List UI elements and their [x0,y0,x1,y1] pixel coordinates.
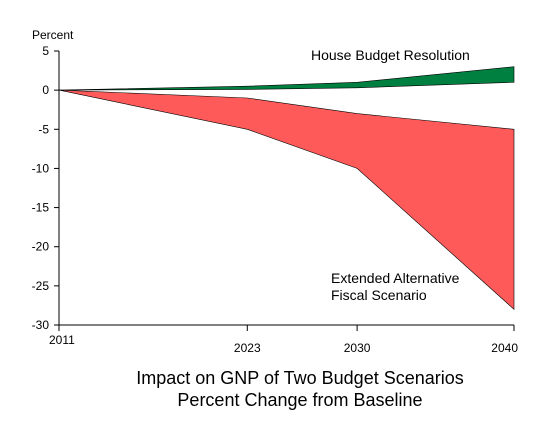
y-tick-label-7: -30 [32,318,50,332]
chart-title: Impact on GNP of Two Budget ScenariosPer… [136,368,464,410]
y-axis-label: Percent [32,28,74,42]
y-tick-label-3: -10 [32,161,50,175]
x-tick-label-3: 2040 [491,341,518,355]
annotation-extended-alternative-line-0: Extended Alternative [331,270,460,286]
axes [54,50,515,331]
y-tick-label-5: -20 [32,240,50,254]
chart-title-line-1: Percent Change from Baseline [177,390,422,410]
y-tick-label-2: -5 [38,122,49,136]
x-tick-label-1: 2023 [234,341,261,355]
plot-areas [58,66,515,310]
y-tick-label-1: 0 [42,83,49,97]
y-tick-label-4: -15 [32,201,50,215]
annotation-extended-alternative-line-1: Fiscal Scenario [331,287,427,303]
annotation-house-budget-resolution: House Budget Resolution [311,47,470,63]
x-tick-label-2: 2030 [344,341,371,355]
y-tick-label-6: -25 [32,279,50,293]
chart-title-line-0: Impact on GNP of Two Budget Scenarios [136,368,464,388]
series-annotations: House Budget Resolution Extended Alternat… [311,47,470,303]
area-series-1 [58,89,515,310]
y-tick-label-0: 5 [42,44,49,58]
x-tick-label-0: 2011 [49,333,75,347]
area-series-0 [58,66,515,91]
